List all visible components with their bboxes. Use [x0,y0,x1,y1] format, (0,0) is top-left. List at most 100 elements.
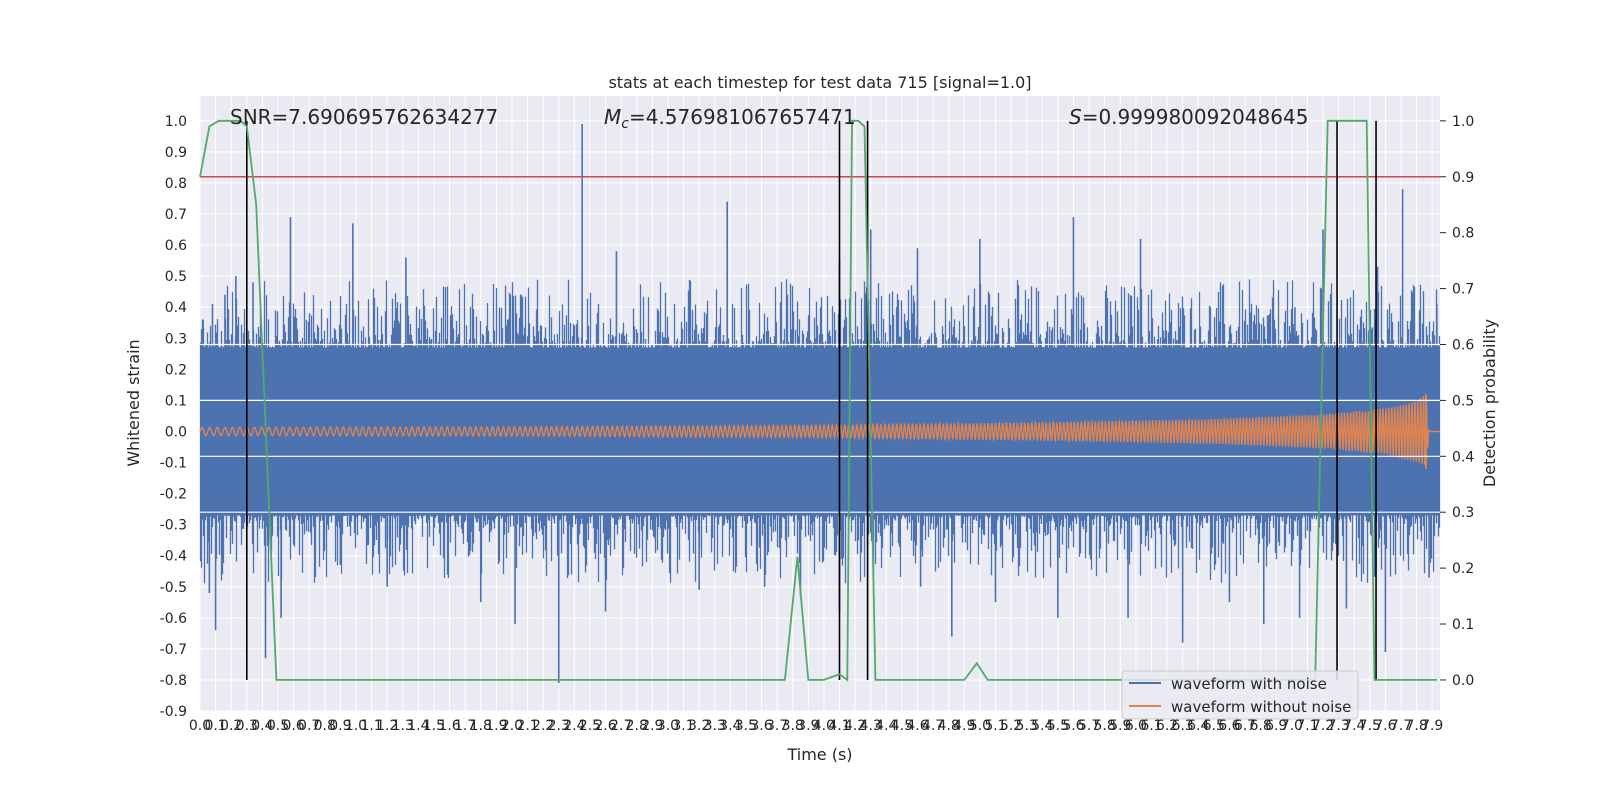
x-tick-label: 7.7 [1390,718,1412,734]
chirp-mass-symbol: M [604,105,621,129]
y-tick-label-left: 1.0 [165,114,187,130]
x-tick-label: 3.3 [704,718,726,734]
x-tick-label: 5.0 [969,718,991,734]
y-tick-label-right: 0.2 [1452,561,1474,577]
y-tick-label-left: 0.9 [165,145,187,161]
y-tick-label-right: 0.1 [1452,617,1474,633]
y-tick-label-left: 0.0 [165,424,187,440]
x-tick-label: 1.7 [454,718,476,734]
x-tick-label: 2.9 [641,718,663,734]
x-tick-label: 6.0 [1125,718,1147,734]
x-tick-label: 1.3 [392,718,414,734]
x-tick-label: 6.3 [1172,718,1194,734]
x-axis-label: Time (s) [786,745,852,764]
x-tick-label: 7.3 [1327,718,1349,734]
x-tick-label: 0.7 [298,718,320,734]
y-axis-label-right: Detection probability [1480,319,1499,487]
x-tick-label: 0.5 [267,718,289,734]
x-tick-label: 3.5 [735,718,757,734]
x-tick-label: 1.6 [438,718,460,734]
chirp-mass-subscript: c [621,116,629,132]
legend-label-noise: waveform with noise [1171,675,1327,693]
x-tick-label: 2.5 [579,718,601,734]
x-tick-label: 2.3 [548,718,570,734]
y-tick-label-left: 0.2 [165,362,187,378]
x-tick-label: 2.8 [626,718,648,734]
y-tick-label-left: 0.1 [165,393,187,409]
y-tick-label-right: 0.6 [1452,337,1474,353]
y-tick-label-left: -0.5 [160,580,187,596]
x-tick-label: 6.4 [1187,718,1209,734]
x-tick-label: 5.3 [1016,718,1038,734]
x-tick-label: 7.1 [1296,718,1318,734]
tick-labels: 0.00.10.20.30.40.50.60.70.80.91.01.11.21… [160,114,1475,734]
x-tick-label: 4.9 [953,718,975,734]
x-tick-label: 4.7 [922,718,944,734]
x-tick-label: 0.8 [314,718,336,734]
x-tick-label: 7.5 [1359,718,1381,734]
x-tick-label: 1.5 [423,718,445,734]
x-tick-label: 4.1 [828,718,850,734]
x-tick-label: 4.4 [875,718,897,734]
score-symbol: S [1069,105,1082,129]
score-annotation: S=0.999980092048645 [1069,105,1308,129]
x-tick-label: 7.2 [1312,718,1334,734]
x-tick-label: 5.7 [1078,718,1100,734]
x-tick-label: 4.3 [860,718,882,734]
x-tick-label: 3.8 [782,718,804,734]
x-tick-label: 3.6 [750,718,772,734]
y-tick-label-left: 0.8 [165,176,187,192]
x-tick-label: 7.8 [1405,718,1427,734]
x-tick-label: 7.4 [1343,718,1365,734]
overlay-lines [200,120,1440,680]
clean-waveform-line [199,395,1440,467]
detection-probability-series [199,119,1437,682]
x-tick-label: 1.4 [407,718,429,734]
x-tick-label: 7.6 [1374,718,1396,734]
chirp-mass-value: =4.576981067657471 [629,105,856,129]
x-tick-label: 5.5 [1047,718,1069,734]
x-tick-label: 2.0 [501,718,523,734]
detection-probability-line [199,119,1437,682]
x-tick-label: 4.0 [813,718,835,734]
legend-label-clean: waveform without noise [1171,698,1351,716]
snr-annotation: SNR=7.690695762634277 [230,105,498,129]
y-tick-label-left: -0.8 [160,673,187,689]
x-tick-label: 0.6 [282,718,304,734]
y-tick-label-left: 0.4 [165,300,187,316]
x-tick-label: 1.1 [360,718,382,734]
y-tick-label-left: 0.6 [165,238,187,254]
x-tick-label: 2.4 [563,718,585,734]
y-tick-label-left: 0.7 [165,207,187,223]
x-tick-label: 4.2 [844,718,866,734]
x-tick-label: 6.2 [1156,718,1178,734]
x-tick-label: 2.2 [532,718,554,734]
legend: waveform with noise waveform without noi… [1121,670,1359,720]
x-tick-label: 1.9 [485,718,507,734]
x-tick-label: 5.6 [1062,718,1084,734]
x-tick-label: 5.1 [984,718,1006,734]
x-tick-label: 1.8 [470,718,492,734]
y-tick-label-left: -0.9 [160,704,187,720]
x-tick-label: 4.6 [906,718,928,734]
y-tick-label-left: 0.3 [165,331,187,347]
y-axis-label-left: Whitened strain [124,339,143,466]
y-tick-label-right: 0.4 [1452,449,1474,465]
legend-box [1121,670,1359,720]
x-tick-label: 3.2 [688,718,710,734]
x-tick-label: 6.8 [1249,718,1271,734]
x-tick-label: 2.7 [610,718,632,734]
y-tick-label-left: -0.7 [160,642,187,658]
y-tick-label-left: -0.6 [160,611,187,627]
x-tick-label: 5.4 [1031,718,1053,734]
x-tick-label: 6.6 [1218,718,1240,734]
y-tick-label-right: 0.0 [1452,673,1474,689]
chart-title: stats at each timestep for test data 715… [608,73,1031,92]
y-tick-label-left: 0.5 [165,269,187,285]
x-tick-label: 3.1 [672,718,694,734]
y-tick-label-right: 0.3 [1452,505,1474,521]
x-tick-label: 6.9 [1265,718,1287,734]
y-tick-label-right: 0.7 [1452,282,1474,298]
y-tick-label-right: 0.8 [1452,226,1474,242]
